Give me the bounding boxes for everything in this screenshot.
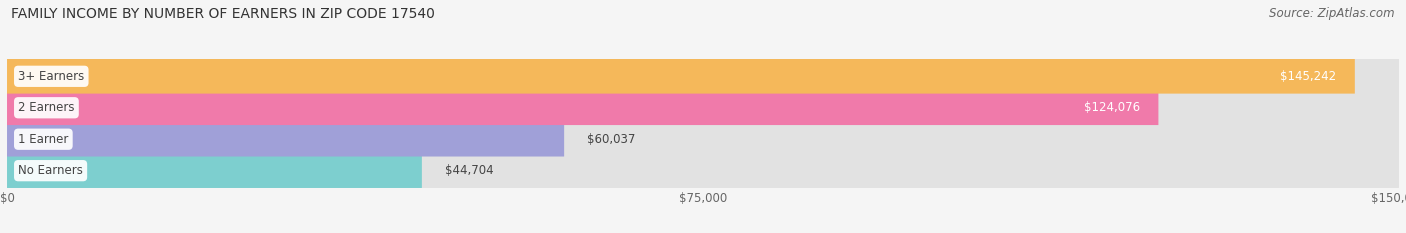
FancyBboxPatch shape xyxy=(7,153,1399,188)
FancyBboxPatch shape xyxy=(7,122,564,157)
FancyBboxPatch shape xyxy=(7,59,1399,94)
Text: 2 Earners: 2 Earners xyxy=(18,101,75,114)
Text: 3+ Earners: 3+ Earners xyxy=(18,70,84,83)
Text: $124,076: $124,076 xyxy=(1084,101,1140,114)
Text: Source: ZipAtlas.com: Source: ZipAtlas.com xyxy=(1270,7,1395,20)
Text: $60,037: $60,037 xyxy=(588,133,636,146)
Text: No Earners: No Earners xyxy=(18,164,83,177)
FancyBboxPatch shape xyxy=(7,153,422,188)
Text: FAMILY INCOME BY NUMBER OF EARNERS IN ZIP CODE 17540: FAMILY INCOME BY NUMBER OF EARNERS IN ZI… xyxy=(11,7,434,21)
FancyBboxPatch shape xyxy=(7,59,1355,94)
Text: $145,242: $145,242 xyxy=(1279,70,1336,83)
Text: 1 Earner: 1 Earner xyxy=(18,133,69,146)
FancyBboxPatch shape xyxy=(7,122,1399,157)
FancyBboxPatch shape xyxy=(7,90,1399,125)
FancyBboxPatch shape xyxy=(7,90,1159,125)
Text: $44,704: $44,704 xyxy=(446,164,494,177)
